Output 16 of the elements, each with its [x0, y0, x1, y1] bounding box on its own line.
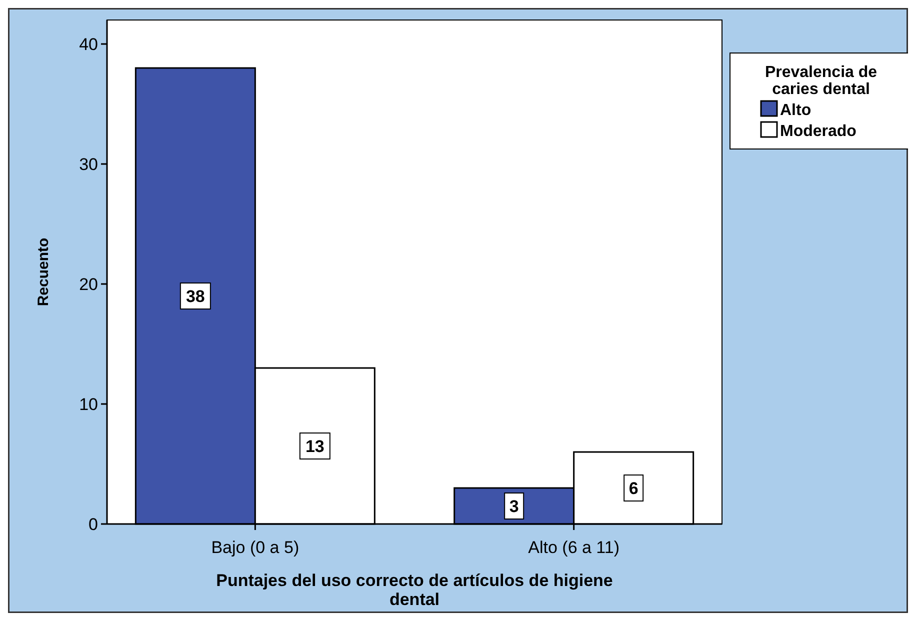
- x-axis-title: Puntajes del uso correcto de artículos de higiene dental: [216, 571, 613, 609]
- y-tick-label: 40: [79, 35, 98, 54]
- data-label: 3: [509, 497, 519, 516]
- legend-label: Moderado: [780, 123, 857, 140]
- y-tick-label: 0: [88, 515, 98, 534]
- legend-title: Prevalencia de caries dental: [764, 64, 878, 98]
- y-axis-title: Recuento: [35, 238, 52, 306]
- y-tick-label: 20: [79, 275, 98, 294]
- x-tick-label: Bajo (0 a 5): [211, 538, 300, 557]
- y-tick-label: 10: [79, 395, 98, 414]
- data-label: 13: [305, 437, 324, 456]
- y-tick-label: 30: [79, 155, 98, 174]
- data-label: 6: [628, 479, 638, 498]
- legend-label: Alto: [780, 102, 812, 119]
- data-label: 38: [186, 287, 205, 306]
- x-tick-label: Alto (6 a 11): [528, 538, 620, 557]
